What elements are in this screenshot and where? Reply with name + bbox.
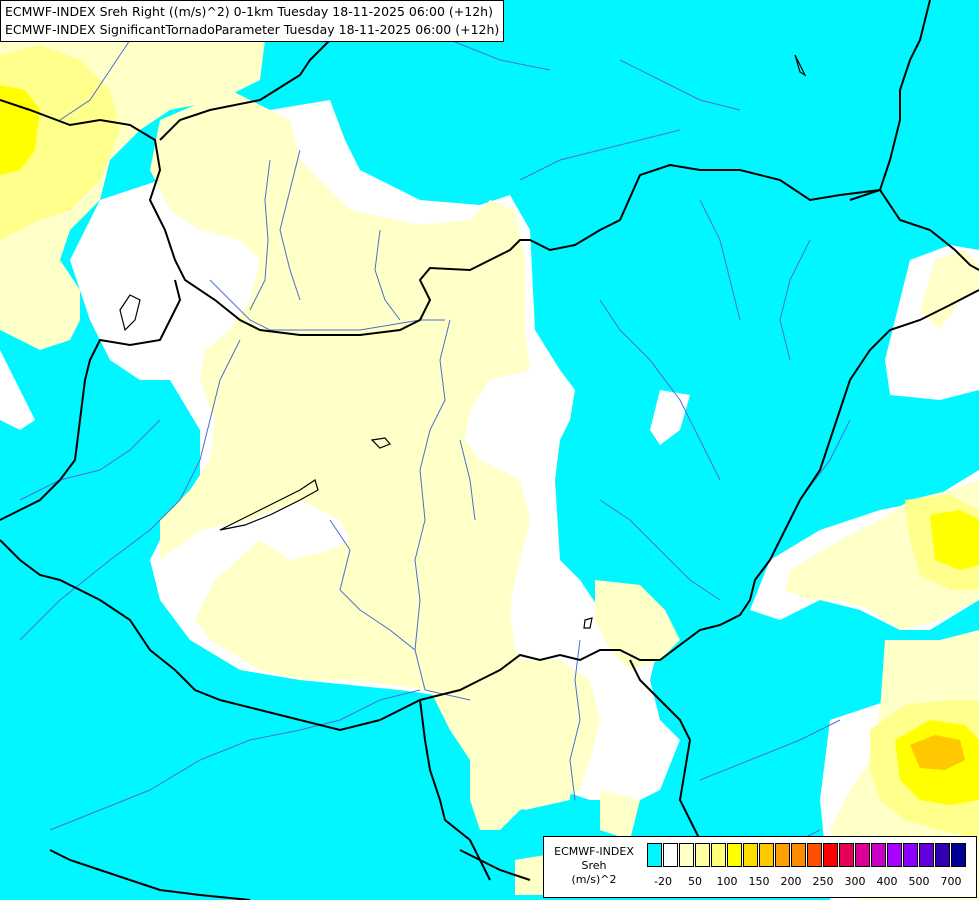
legend-label: 500: [908, 875, 930, 888]
legend-swatch: [791, 843, 806, 867]
legend-swatch: [951, 843, 966, 867]
legend-swatch: [759, 843, 774, 867]
legend-swatch: [855, 843, 870, 867]
legend-label: 250: [812, 875, 834, 888]
legend-labels: -20 50 100 150 200 250 300 400 500 700: [647, 875, 969, 891]
legend-swatch: [935, 843, 950, 867]
legend-label: 700: [940, 875, 962, 888]
legend-swatch: [775, 843, 790, 867]
legend-title-line-2: Sreh: [581, 859, 607, 872]
color-legend: ECMWF-INDEX Sreh (m/s)^2 -20 50 100 150 200 2…: [543, 836, 977, 898]
legend-swatch: [839, 843, 854, 867]
legend-swatch: [727, 843, 742, 867]
legend-swatch: [823, 843, 838, 867]
legend-label: 200: [780, 875, 802, 888]
legend-swatch: [743, 843, 758, 867]
rivers: [19, 19, 851, 881]
legend-title: ECMWF-INDEX Sreh (m/s)^2: [544, 845, 644, 887]
legend-swatch: [647, 843, 662, 867]
legend-swatch: [663, 843, 678, 867]
legend-swatch: [919, 843, 934, 867]
legend-swatch: [711, 843, 726, 867]
legend-label: 100: [716, 875, 738, 888]
legend-label: 400: [876, 875, 898, 888]
orange-areas: [910, 735, 965, 770]
map-title-box: ECMWF-INDEX Sreh Right ((m/s)^2) 0-1km T…: [0, 0, 505, 42]
map-title-line-2: ECMWF-INDEX SignificantTornadoParameter …: [5, 22, 500, 37]
legend-swatches: [647, 843, 967, 867]
map-title-line-1: ECMWF-INDEX Sreh Right ((m/s)^2) 0-1km T…: [5, 4, 493, 19]
legend-label: 50: [688, 875, 702, 888]
legend-label: -20: [654, 875, 672, 888]
legend-swatch: [679, 843, 694, 867]
legend-swatch: [871, 843, 886, 867]
legend-swatch: [695, 843, 710, 867]
legend-title-line-1: ECMWF-INDEX: [554, 845, 634, 858]
legend-swatch: [887, 843, 902, 867]
legend-swatch: [903, 843, 918, 867]
legend-label: 300: [844, 875, 866, 888]
lakes: [119, 54, 807, 629]
legend-label: 150: [748, 875, 770, 888]
legend-title-line-3: (m/s)^2: [571, 873, 617, 886]
legend-swatch: [807, 843, 822, 867]
